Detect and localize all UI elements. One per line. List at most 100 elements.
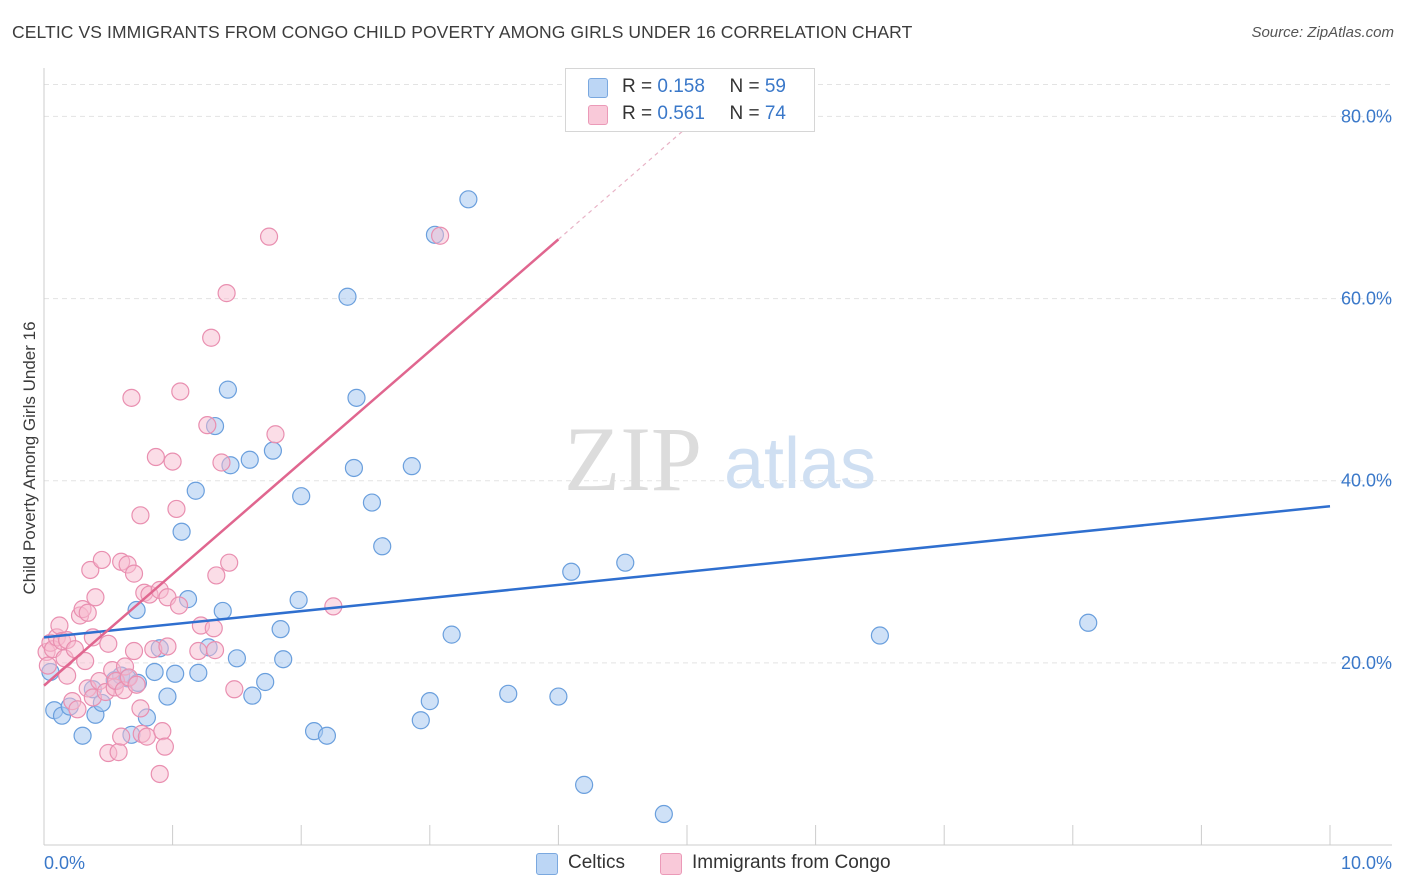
celtics-point: [292, 487, 311, 506]
celtics-r-value: 0.158: [657, 76, 705, 97]
congo-point: [127, 675, 146, 694]
y-tick-label: 40.0%: [1341, 471, 1392, 491]
x-tick-label: 10.0%: [1341, 853, 1392, 873]
celtics-point: [271, 620, 290, 639]
congo-point: [163, 452, 182, 471]
congo-legend-swatch: [660, 853, 682, 875]
celtics-point: [186, 481, 205, 500]
source-credit: Source: ZipAtlas.com: [1251, 24, 1394, 41]
congo-point: [78, 603, 97, 622]
celtics-point: [562, 562, 581, 581]
congo-point: [124, 641, 144, 661]
celtics-point: [263, 441, 283, 460]
celtics-point: [616, 553, 635, 572]
celtics-point: [442, 625, 461, 644]
congo-point: [225, 680, 244, 699]
congo-points: [37, 226, 450, 784]
congo-point: [68, 700, 87, 719]
celtics-point: [373, 537, 392, 556]
celtics-point: [654, 804, 673, 824]
congo-point: [204, 619, 223, 638]
congo-point: [109, 743, 128, 762]
celtics-point: [145, 662, 164, 682]
congo-point: [212, 453, 231, 472]
chart-title: CELTIC VS IMMIGRANTS FROM CONGO CHILD PO…: [12, 22, 913, 42]
axes: [43, 68, 1392, 846]
congo-legend-label: Immigrants from Congo: [692, 852, 891, 873]
congo-point: [220, 553, 239, 572]
congo-point: [131, 699, 150, 718]
celtics-point: [227, 649, 246, 668]
celtics-swatch: [588, 78, 608, 98]
celtics-point: [73, 726, 92, 745]
watermark-atlas: atlas: [724, 424, 876, 504]
celtics-point: [172, 522, 191, 541]
y-tick-label: 60.0%: [1341, 289, 1392, 309]
celtics-point: [549, 687, 568, 706]
celtics-point: [344, 458, 364, 478]
congo-point: [99, 634, 118, 653]
congo-point: [137, 727, 156, 746]
celtics-legend-label: Celtics: [568, 852, 626, 873]
congo-point: [146, 447, 165, 467]
celtics-point: [256, 672, 275, 692]
celtics-point: [127, 600, 146, 620]
congo-point: [81, 560, 100, 580]
celtics-point: [870, 626, 890, 645]
congo-point: [155, 737, 174, 756]
congo-point: [153, 722, 172, 741]
celtics-point: [289, 590, 308, 610]
y-tick-label: 80.0%: [1341, 106, 1392, 126]
correlation-legend: R = 0.158 N = 59 R = 0.561 N = 74: [565, 68, 815, 132]
y-tick-label: 20.0%: [1341, 653, 1392, 673]
x-tick-label: 0.0%: [44, 853, 85, 873]
congo-point: [259, 227, 279, 246]
congo-swatch: [588, 105, 608, 125]
congo-point: [217, 284, 236, 303]
celtics-point: [362, 493, 382, 512]
celtics-point: [243, 686, 262, 705]
congo-point: [167, 499, 186, 519]
congo-point: [76, 651, 95, 671]
congo-point: [198, 416, 217, 435]
congo-trend-line: [43, 238, 560, 687]
congo-r-label: R =: [622, 103, 658, 124]
celtics-point: [411, 711, 430, 730]
congo-point: [430, 226, 450, 245]
celtics-point: [347, 388, 366, 407]
grid-lines: [44, 84, 1392, 664]
congo-point: [86, 588, 105, 607]
congo-n-label: N =: [729, 103, 765, 124]
congo-point: [122, 388, 141, 407]
celtics-point: [499, 684, 518, 703]
tick-labels: 20.0% 40.0% 60.0% 80.0% 0.0% 10.0%: [44, 106, 1392, 873]
celtics-point: [459, 190, 478, 209]
congo-point: [171, 382, 190, 401]
celtics-point: [420, 692, 439, 711]
congo-point: [131, 506, 150, 525]
celtics-point: [402, 457, 421, 476]
congo-n-value: 74: [764, 103, 786, 124]
celtics-point: [158, 687, 177, 706]
celtics-r-label: R =: [622, 76, 658, 97]
congo-point: [205, 641, 225, 660]
y-axis-label: Child Poverty Among Girls Under 16: [20, 321, 39, 595]
celtics-point: [317, 726, 337, 745]
celtics-point: [189, 663, 208, 682]
celtics-point: [1079, 613, 1098, 632]
congo-point: [169, 596, 189, 615]
congo-point: [150, 764, 169, 784]
congo-point: [202, 328, 221, 347]
congo-point: [124, 564, 144, 583]
congo-point: [189, 641, 208, 661]
congo-point: [207, 566, 226, 585]
watermark-zip: ZIP: [564, 408, 702, 510]
congo-point: [158, 637, 177, 656]
celtics-point: [240, 450, 259, 469]
celtics-point: [213, 601, 232, 621]
congo-point: [112, 727, 131, 746]
celtics-n-label: N =: [729, 76, 765, 97]
congo-point: [266, 425, 285, 444]
celtics-trend-line: [43, 504, 1331, 639]
